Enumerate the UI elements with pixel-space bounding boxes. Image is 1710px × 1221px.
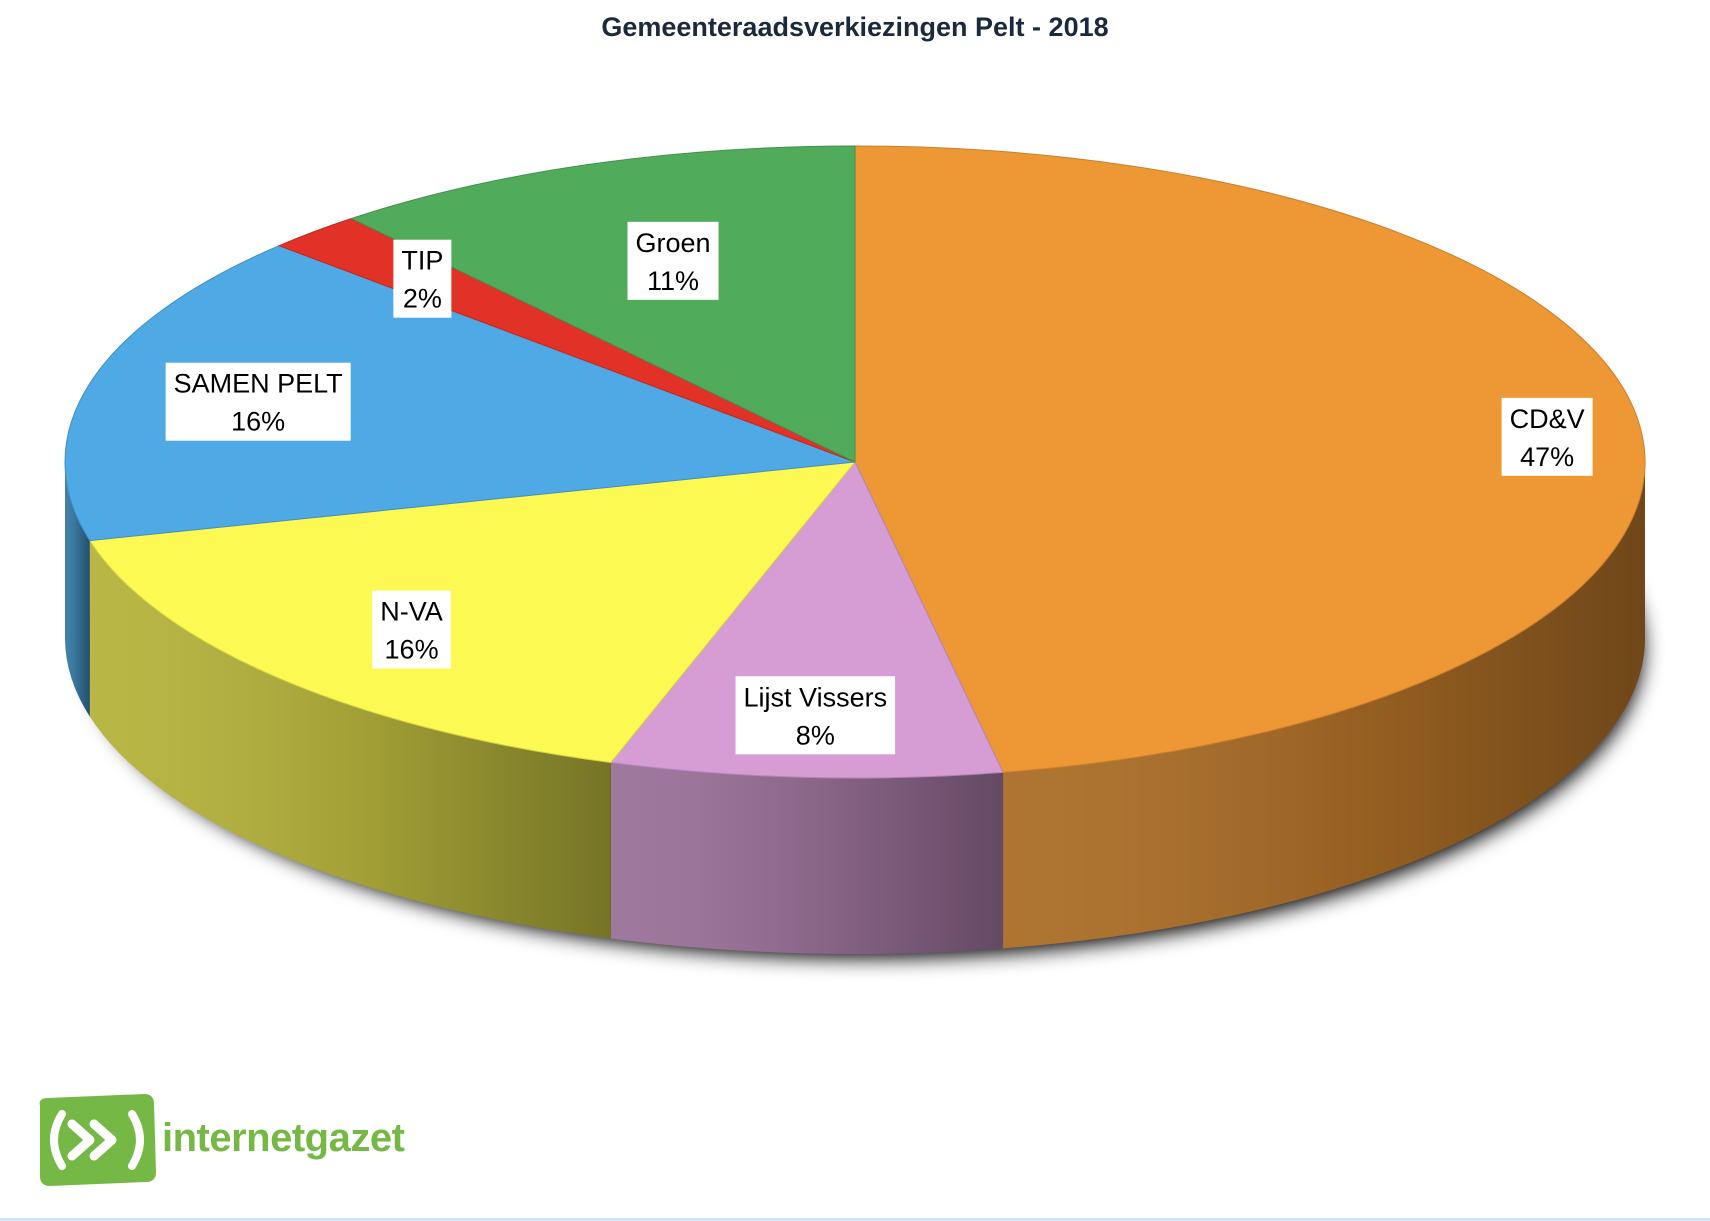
slice-label-name: CD&V (1510, 404, 1585, 434)
slice-label-value: 47% (1520, 442, 1574, 472)
slice-label-value: 2% (403, 284, 442, 314)
pie-slice-cd-v (854, 145, 1646, 773)
slice-label-samen-pelt: SAMEN PELT 16% (165, 362, 351, 441)
slice-label-name: Lijst Vissers (744, 682, 888, 712)
slice-label-n-va: N-VA 16% (372, 590, 451, 669)
slice-label-value: 16% (231, 407, 285, 437)
slice-label-tip: TIP 2% (393, 239, 452, 318)
pie-slice-samen-pelt (64, 245, 856, 542)
slice-label-name: N-VA (380, 597, 443, 627)
slice-label-box (627, 221, 719, 300)
slice-label-name: SAMEN PELT (174, 369, 343, 399)
slice-label-box (393, 239, 452, 318)
pie-slice-groen (350, 145, 856, 463)
slice-label-value: 8% (796, 720, 835, 750)
pie-slice-n-va (88, 461, 857, 764)
slice-label-value: 16% (385, 635, 439, 665)
bottom-divider (0, 1218, 1710, 1221)
slice-label-box (372, 590, 451, 669)
pie-side-samen-pelt (65, 462, 90, 717)
slice-label-box (1501, 397, 1593, 476)
slice-label-box (165, 362, 351, 441)
slice-label-name: TIP (401, 246, 443, 276)
slice-label-groen: Groen 11% (627, 221, 719, 300)
pie-side-n-va (89, 540, 611, 939)
slice-label-cd-v: CD&V 47% (1501, 397, 1593, 476)
pie-slice-lijst-vissers (609, 461, 1004, 779)
play-forward-icon (39, 1094, 156, 1186)
pie-side-cd-v (1003, 462, 1645, 949)
slice-label-box (735, 676, 896, 755)
slice-label-name: Groen (636, 228, 711, 258)
slice-label-lijst-vissers: Lijst Vissers 8% (735, 676, 896, 755)
pie-side-lijst-vissers (610, 762, 1004, 954)
internetgazet-logo: internetgazet (32, 1092, 432, 1188)
slice-label-value: 11% (647, 266, 699, 296)
logo-wordmark: internetgazet (162, 1116, 405, 1160)
chart-title: Gemeenteraadsverkiezingen Pelt - 2018 (601, 12, 1109, 42)
